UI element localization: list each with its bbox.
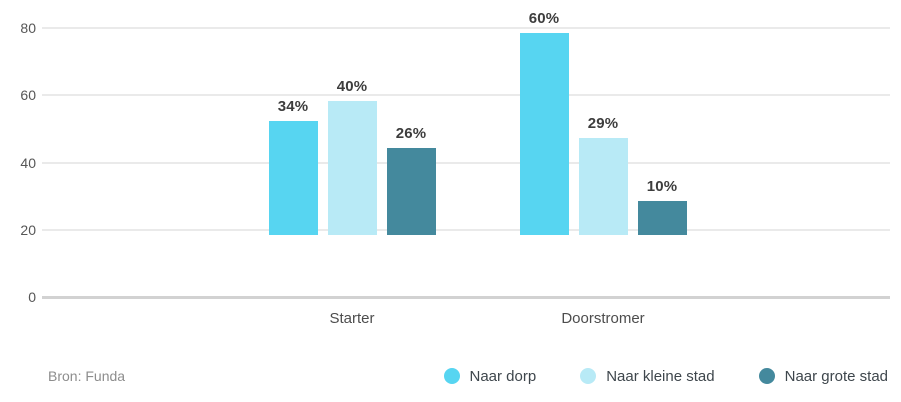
bar-value-label: 40% <box>336 77 368 95</box>
bar-group-doorstromer: 60% 29% 10% <box>519 10 687 235</box>
bar-chart: 0 20 40 60 80 34% 40% 26% Starter 60% 29% 10% Doorst… <box>20 10 890 327</box>
x-axis-category-label: Starter <box>329 310 375 327</box>
x-axis-line <box>42 295 890 299</box>
bar-naar-dorp-doorstromer <box>519 33 569 235</box>
y-axis-tick-label: 40 <box>20 154 36 171</box>
bar-group-starter: 34% 40% 26% <box>268 77 436 235</box>
gridline <box>42 161 890 164</box>
y-axis-tick-label: 60 <box>20 87 36 104</box>
bar-with-label: 40% <box>327 77 377 235</box>
legend: Naar dorp Naar kleine stad Naar grote stad <box>443 367 888 385</box>
bar-with-label: 34% <box>268 97 318 235</box>
y-axis-tick-label: 20 <box>20 221 36 238</box>
bar-naar-dorp-starter <box>268 120 318 235</box>
legend-swatch-icon <box>758 368 775 384</box>
bar-with-label: 60% <box>519 10 569 235</box>
bar-with-label: 10% <box>637 178 687 235</box>
bar-value-label: 29% <box>587 114 619 132</box>
bar-value-label: 10% <box>646 178 678 196</box>
x-axis-category-label: Doorstromer <box>561 310 645 327</box>
bar-naar-kleine-stad-starter <box>327 100 377 235</box>
bar-value-label: 26% <box>395 124 427 142</box>
source-label: Bron: Funda <box>48 368 126 384</box>
chart-footer: Bron: Funda Naar dorp Naar kleine stad Naa… <box>48 364 888 388</box>
legend-swatch-icon <box>443 368 460 384</box>
legend-item-label: Naar dorp <box>469 367 537 385</box>
bar-value-label: 34% <box>277 97 309 115</box>
legend-item-naar-dorp: Naar dorp <box>443 367 537 385</box>
legend-item-naar-kleine-stad: Naar kleine stad <box>580 367 715 385</box>
bar-value-label: 60% <box>528 10 560 28</box>
legend-swatch-icon <box>580 368 597 384</box>
bar-naar-grote-stad-starter <box>386 147 436 235</box>
y-axis-tick-label: 0 <box>28 289 36 305</box>
legend-item-naar-grote-stad: Naar grote stad <box>758 367 888 385</box>
bar-with-label: 26% <box>386 124 436 235</box>
bar-with-label: 29% <box>578 114 628 235</box>
gridline <box>42 228 890 231</box>
gridline <box>42 94 890 97</box>
legend-item-label: Naar kleine stad <box>606 367 715 385</box>
legend-item-label: Naar grote stad <box>784 367 888 385</box>
y-axis-tick-label: 80 <box>20 20 36 36</box>
bar-naar-grote-stad-doorstromer <box>637 201 687 235</box>
gridline <box>42 27 890 29</box>
bar-naar-kleine-stad-doorstromer <box>578 137 628 235</box>
